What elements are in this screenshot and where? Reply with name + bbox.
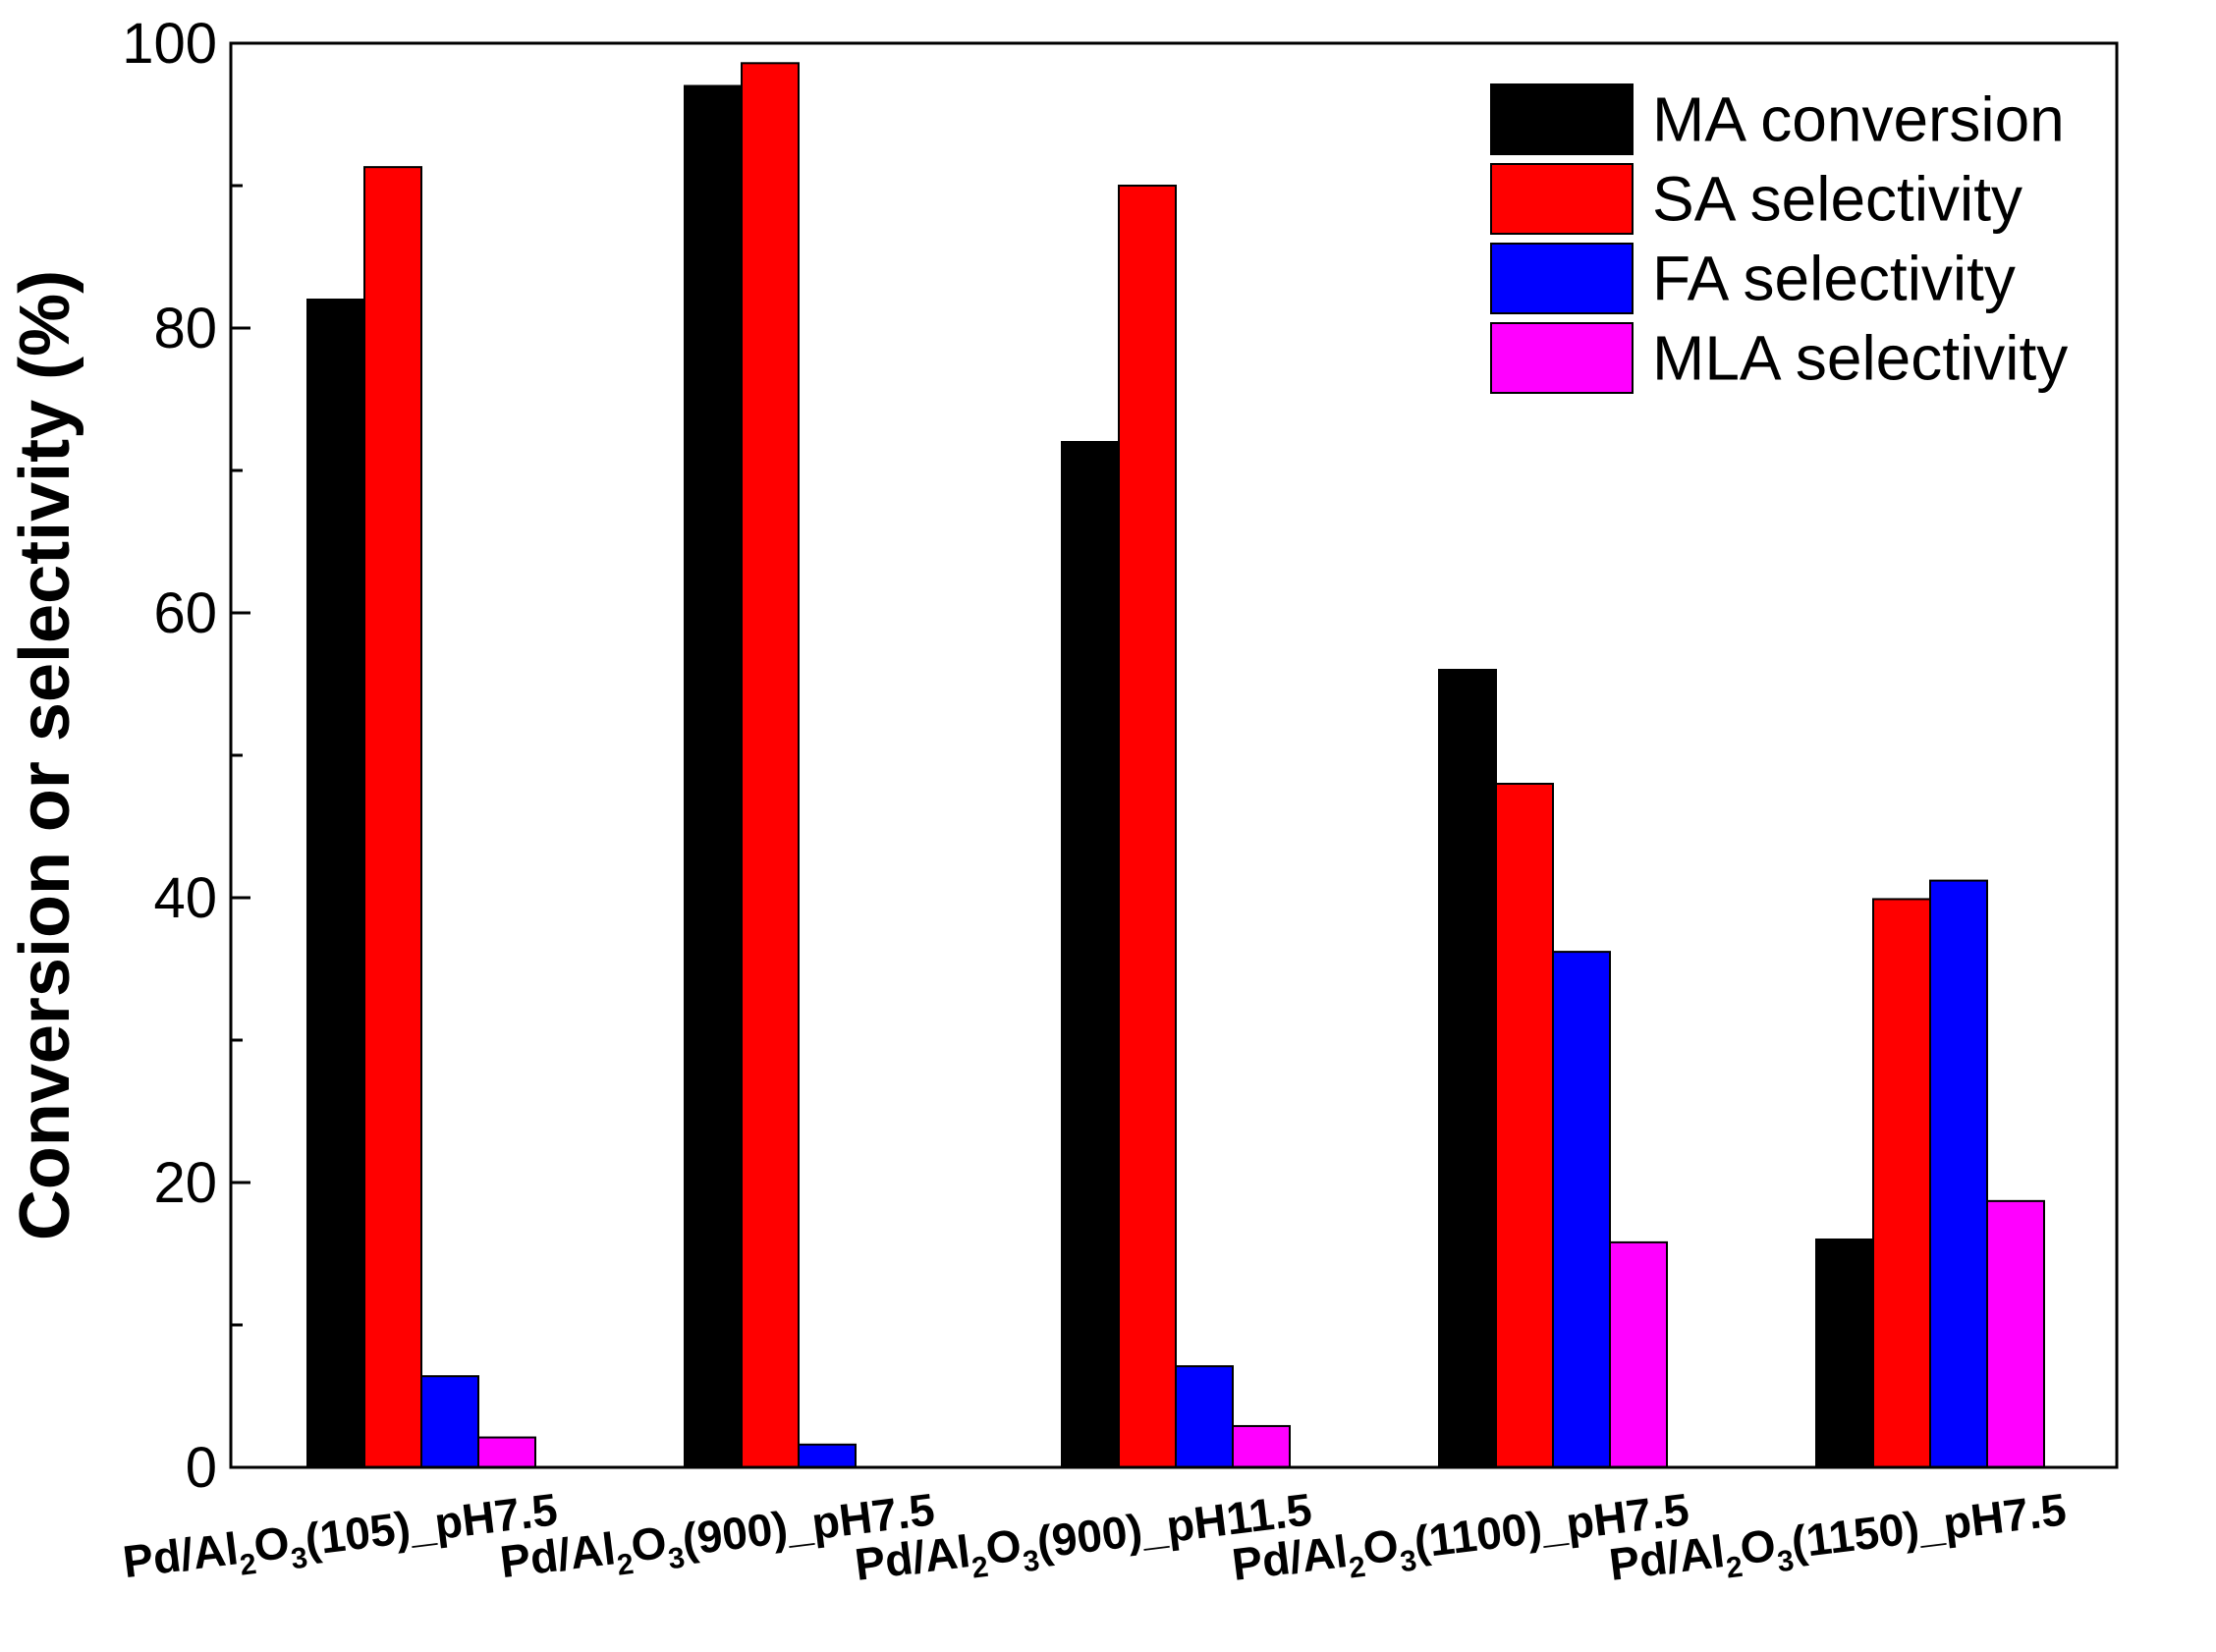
bar-fa-selectivity-2 — [1175, 1365, 1234, 1469]
bar-sa-selectivity-4 — [1872, 898, 1931, 1468]
bar-mla-selectivity-4 — [1986, 1199, 2045, 1468]
bar-fa-selectivity-0 — [420, 1375, 479, 1468]
legend-swatch — [1490, 243, 1634, 314]
bar-ma-conversion-3 — [1438, 669, 1497, 1468]
bar-fa-selectivity-3 — [1552, 951, 1611, 1468]
legend-swatch — [1490, 163, 1634, 235]
category-label-part: 2 — [615, 1548, 636, 1582]
legend-label: MA conversion — [1652, 84, 2065, 155]
y-tick-label: 80 — [153, 297, 217, 360]
y-axis-title: Conversion or selectivity (%) — [6, 270, 84, 1240]
bar-ma-conversion-0 — [306, 299, 365, 1468]
category-label-part: 3 — [666, 1542, 687, 1576]
bar-sa-selectivity-0 — [363, 166, 422, 1468]
bar-sa-selectivity-3 — [1495, 783, 1554, 1468]
category-label-part: 3 — [289, 1542, 309, 1576]
legend-label: MLA selectivity — [1652, 323, 2068, 394]
bar-fa-selectivity-4 — [1929, 879, 1988, 1468]
bar-mla-selectivity-0 — [477, 1436, 536, 1469]
category-label-part: 2 — [238, 1548, 258, 1582]
category-label-part: 3 — [1776, 1544, 1797, 1578]
bar-ma-conversion-4 — [1815, 1239, 1874, 1468]
y-tick-label: 0 — [186, 1436, 217, 1500]
bar-sa-selectivity-1 — [741, 62, 800, 1468]
category-label-part: O — [1360, 1519, 1402, 1574]
category-label-part: O — [983, 1519, 1025, 1574]
bar-ma-conversion-1 — [684, 84, 743, 1468]
bar-mla-selectivity-2 — [1232, 1424, 1291, 1468]
y-tick-label: 20 — [153, 1151, 217, 1215]
y-tick-label: 60 — [153, 581, 217, 645]
bars-layer — [306, 62, 2045, 1469]
category-label-part: 2 — [970, 1551, 990, 1585]
category-label-part: 3 — [1022, 1544, 1042, 1578]
legend-swatch — [1490, 83, 1634, 155]
y-tick-label: 40 — [153, 866, 217, 930]
category-label-part: 2 — [1724, 1551, 1745, 1585]
y-tick-label: 100 — [122, 12, 217, 76]
category-label-part: 2 — [1347, 1551, 1367, 1585]
bar-sa-selectivity-2 — [1118, 185, 1177, 1468]
legend: MA conversion SA selectivity FA selectivit… — [1490, 83, 2068, 394]
y-axis: 0 20 40 60 80 100 — [122, 12, 250, 1500]
category-label-part: O — [628, 1516, 669, 1571]
legend-label: FA selectivity — [1652, 244, 2016, 314]
bar-fa-selectivity-1 — [798, 1443, 857, 1469]
category-label-part: 3 — [1399, 1544, 1419, 1578]
bar-ma-conversion-2 — [1061, 441, 1120, 1468]
legend-label: SA selectivity — [1652, 164, 2022, 235]
category-label-part: O — [250, 1516, 292, 1571]
legend-swatch — [1490, 322, 1634, 394]
bar-mla-selectivity-3 — [1609, 1240, 1668, 1469]
category-label-part: O — [1738, 1519, 1779, 1574]
